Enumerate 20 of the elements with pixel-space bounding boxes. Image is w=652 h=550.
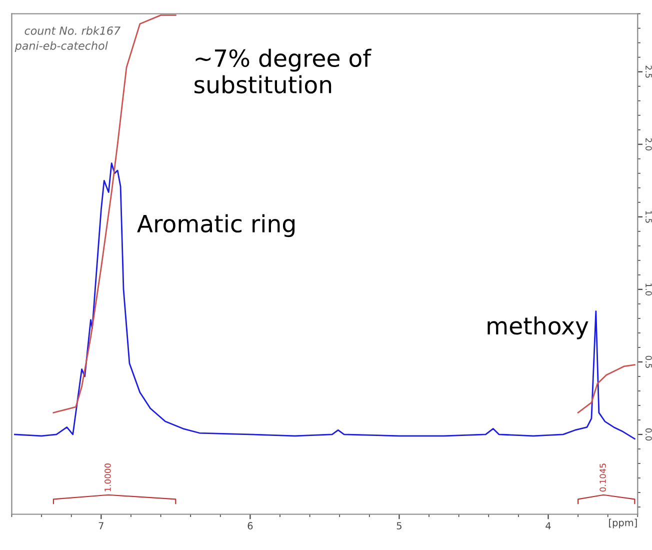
line-series <box>14 162 636 440</box>
annotation: ~7% degree of substitution <box>194 48 372 94</box>
x-tick-label: 6 <box>248 522 253 530</box>
x-axis-title: [ppm] <box>609 518 637 528</box>
y-tick-label: 2.0 <box>646 138 652 150</box>
annotation: methoxy <box>488 316 588 340</box>
line-series <box>577 364 636 414</box>
x-tick-label: 5 <box>396 522 402 530</box>
annotation: pani-eb-catechol <box>14 41 108 52</box>
y-tick-label: 1.0 <box>646 284 652 296</box>
y-tick-label: 0.0 <box>646 428 652 441</box>
annotation: count No. rbk167 <box>24 26 120 35</box>
x-tick-label: 7 <box>98 522 104 530</box>
annotation: Aromatic ring <box>137 214 295 238</box>
y-tick-label: 1.5 <box>646 211 652 223</box>
y-tick-label: 0.5 <box>646 356 652 368</box>
x-tick-label: 4 <box>546 522 551 530</box>
y-tick-label: 2.5 <box>646 66 652 78</box>
annotation: 1.0000 <box>104 464 111 492</box>
annotation: 0.1045 <box>600 464 606 492</box>
